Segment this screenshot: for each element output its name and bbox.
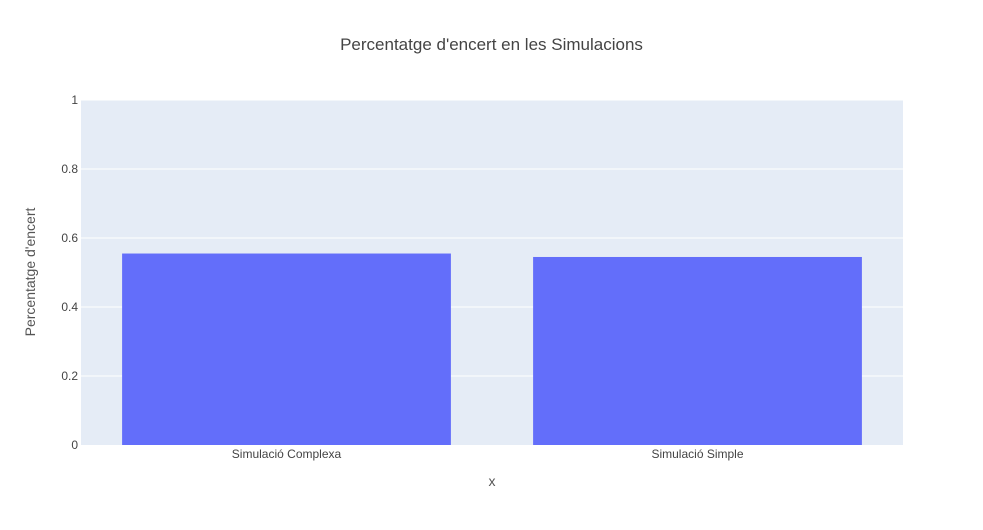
y-tick-label: 0.8: [61, 162, 78, 176]
bar[interactable]: [533, 256, 862, 445]
x-tick-label: Simulació Simple: [651, 447, 743, 461]
x-axis-title: x: [489, 473, 496, 489]
y-tick-label: 0.2: [61, 369, 78, 383]
y-tick-label: 0: [71, 438, 78, 452]
y-tick-labels: 0 0.2 0.4 0.6 0.8 1: [61, 93, 78, 452]
bars: [122, 253, 862, 445]
y-tick-label: 0.6: [61, 231, 78, 245]
y-tick-label: 1: [71, 93, 78, 107]
x-tick-labels: Simulació Complexa Simulació Simple: [232, 447, 744, 461]
y-tick-label: 0.4: [61, 300, 78, 314]
bar[interactable]: [122, 253, 451, 445]
y-axis-title: Percentatge d'encert: [22, 208, 38, 337]
chart-title: Percentatge d'encert en les Simulacions: [340, 35, 643, 54]
x-tick-label: Simulació Complexa: [232, 447, 342, 461]
